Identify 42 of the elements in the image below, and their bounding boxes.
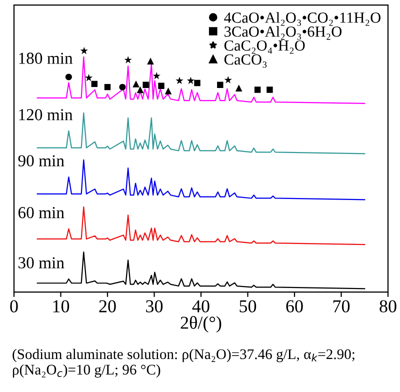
- legend-label: 3CaO•Al₂O₃•6H₂O: [224, 26, 342, 40]
- x-tick-label: 30: [146, 300, 163, 312]
- point: [80, 46, 88, 54]
- point: [147, 58, 154, 64]
- point: [142, 82, 149, 88]
- point: [224, 76, 232, 84]
- x-tick-label: 50: [240, 300, 256, 312]
- x-axis-title: 2θ/(°): [180, 316, 222, 333]
- series-label: 180 min: [19, 52, 73, 64]
- point: [132, 80, 140, 88]
- point: [104, 84, 111, 90]
- point: [194, 80, 200, 86]
- point: [266, 86, 273, 93]
- legend-label: CaCO₃: [224, 54, 267, 68]
- point: [152, 72, 160, 80]
- series-label: 120 min: [19, 109, 73, 120]
- series-label: 30 min: [18, 257, 64, 268]
- point: [164, 88, 172, 94]
- point: [119, 84, 126, 90]
- point: [235, 84, 242, 92]
- x-tick-label: 10: [53, 300, 70, 312]
- legend-label: CaC₂O₄•H₂O: [224, 40, 305, 54]
- x-tick-label: 40: [192, 300, 210, 312]
- x-tick-label: 20: [99, 300, 116, 312]
- point: [254, 86, 261, 93]
- point: [186, 76, 195, 84]
- series-label: 60 min: [18, 206, 64, 218]
- point: [176, 76, 184, 84]
- x-tick-label: 60: [286, 300, 303, 312]
- point: [91, 80, 98, 88]
- point: [158, 82, 164, 89]
- point: [84, 74, 93, 82]
- point: [65, 74, 72, 80]
- series-label: 90 min: [18, 155, 64, 166]
- x-tick-label: 70: [333, 300, 350, 312]
- point: [124, 56, 132, 64]
- legend-label: 4CaO•Al₂O₃•CO₂•11H₂O: [224, 12, 380, 26]
- x-tick-label: 0: [10, 300, 18, 312]
- x-tick-label: 80: [380, 300, 396, 312]
- text: (Sodium aluminate solution: ρ(Na₂O)=37.46 g/L, α$_{k}$=2.90; ρ(Na₂O$_{c}$)=10 g/L; 96 °C): [12, 348, 354, 378]
- point: [217, 82, 224, 88]
- point: [136, 86, 144, 94]
